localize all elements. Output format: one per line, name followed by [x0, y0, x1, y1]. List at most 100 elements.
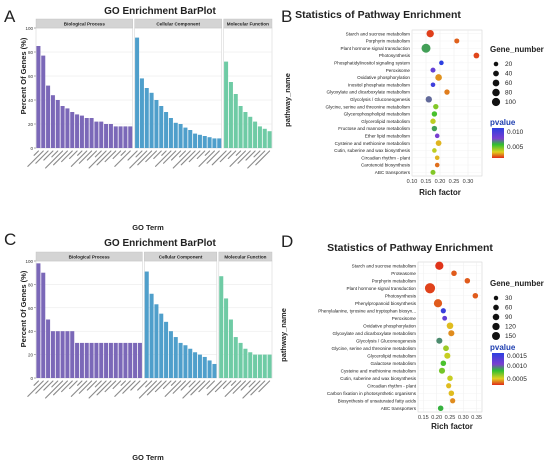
x-tick-label — [206, 150, 220, 164]
bar — [219, 276, 224, 378]
bar — [89, 342, 94, 378]
x-tick-label — [120, 380, 126, 386]
size-legend-dot — [493, 304, 499, 311]
x-tick-label — [130, 380, 141, 391]
x-tick-label — [222, 380, 232, 390]
size-legend-label: 100 — [505, 99, 516, 106]
bar — [207, 137, 212, 148]
panel-letter-a: A — [4, 7, 16, 26]
pathway-label: Inositol phosphate metabolism — [348, 82, 410, 87]
data-point — [435, 74, 442, 81]
size-legend-label: 60 — [505, 80, 513, 87]
x-tick-label — [122, 380, 136, 394]
x-tick-label — [96, 380, 112, 396]
x-tick-label — [137, 380, 148, 391]
x-tick-label — [153, 150, 162, 160]
panel-letter-d: D — [281, 232, 293, 251]
x-tick-label — [172, 150, 191, 169]
size-legend-dot — [492, 322, 500, 331]
data-point — [436, 337, 443, 344]
data-point — [430, 118, 436, 124]
data-point — [464, 277, 471, 284]
data-point — [430, 169, 436, 175]
size-legend: 20 40 60 80 100 — [491, 61, 516, 107]
bar — [65, 108, 70, 148]
pathway-label: Cysteine and methionine metabolism — [335, 141, 410, 146]
data-point — [435, 140, 442, 147]
pathway-label: Oxidative phosphorylation — [357, 75, 410, 80]
bar — [135, 37, 140, 148]
data-point — [430, 82, 436, 88]
data-point — [426, 29, 434, 38]
x-tick-label — [138, 380, 157, 399]
x-tick-label — [229, 150, 246, 167]
color-legend-label: 0.0005 — [507, 376, 527, 383]
x-tick-label — [198, 150, 215, 167]
data-point — [421, 43, 431, 53]
x-tick-label — [188, 150, 201, 163]
size-legend-dot — [492, 88, 500, 97]
bar — [46, 85, 51, 148]
y-tick-label: 100 — [25, 26, 33, 31]
legend-size-title: Gene_number — [490, 279, 544, 288]
pathway-label: Glycine, serine and threonine metabolism — [325, 104, 410, 109]
y-tick-label: 60 — [28, 74, 34, 79]
color-legend-label: 0.0015 — [507, 353, 527, 360]
data-point — [442, 315, 448, 321]
pathway-label: Galactose metabolism — [371, 361, 417, 366]
size-legend-dot — [493, 61, 499, 67]
x-tick-label — [33, 380, 39, 386]
bar — [212, 363, 217, 378]
data-point — [448, 390, 455, 397]
pathway-label: Glycolysis / Gluconeogenesis — [350, 97, 411, 102]
data-point — [440, 360, 447, 367]
bar — [228, 319, 233, 378]
facet-strip — [144, 251, 218, 262]
x-tick-label — [51, 380, 59, 388]
bar — [108, 124, 113, 148]
x-tick-label — [164, 380, 182, 397]
x-tick-label — [206, 380, 215, 390]
data-point — [432, 148, 437, 153]
pathway-label: Porphyrin metabolism — [366, 39, 411, 44]
bar — [70, 331, 75, 378]
y-tick-label: 40 — [28, 98, 34, 103]
bar — [36, 263, 41, 378]
y-axis-label: pathway_name — [279, 308, 288, 362]
facet-strip — [223, 18, 273, 29]
facet-strip — [218, 251, 273, 262]
pathway-label: Photosynthesis — [379, 53, 411, 58]
pathway-label: Proteasome — [391, 271, 416, 276]
color-legend-label: 0.0010 — [507, 363, 527, 370]
bar — [113, 342, 118, 378]
pathway-label: Cutin, suberine and wax biosynthesis — [334, 148, 411, 153]
x-tick-label — [154, 380, 167, 393]
pathway-label: Phenylpropanoid biosynthesis — [355, 301, 417, 306]
color-legend-label: 0.010 — [507, 129, 524, 136]
bar — [154, 100, 159, 148]
size-legend-dot — [493, 70, 499, 77]
x-tick-label — [70, 150, 88, 167]
dot-plot-area: 0.10 0.15 0.20 0.25 0.30 Starch and sucrose m… — [325, 29, 483, 185]
legend-color-title: pvalue — [490, 343, 516, 352]
bar — [113, 126, 118, 148]
x-tick-label — [104, 380, 117, 393]
pathway-label: ABC transporters — [381, 406, 417, 411]
x-tick-label — [145, 150, 157, 163]
y-axis-label: Percent Of Genes (%) — [19, 270, 28, 347]
x-tick-label — [180, 380, 191, 391]
x-tick-label — [162, 380, 172, 390]
bar — [149, 293, 154, 378]
x-axis-label: GO Term — [132, 223, 164, 232]
pathway-label: Glycolysis / Gluconeogenesis — [356, 338, 417, 343]
color-legend-label: 0.005 — [507, 144, 524, 151]
bar — [144, 88, 149, 148]
bar — [248, 352, 253, 378]
pathway-label: Phenylalanine, tyrosine and tryptophan b… — [318, 308, 416, 313]
data-point — [430, 67, 436, 73]
bar — [154, 304, 159, 378]
data-point — [433, 299, 443, 308]
x-tick-label — [43, 380, 54, 391]
x-tick-label: 0.25 — [445, 415, 456, 421]
bar — [202, 136, 207, 148]
